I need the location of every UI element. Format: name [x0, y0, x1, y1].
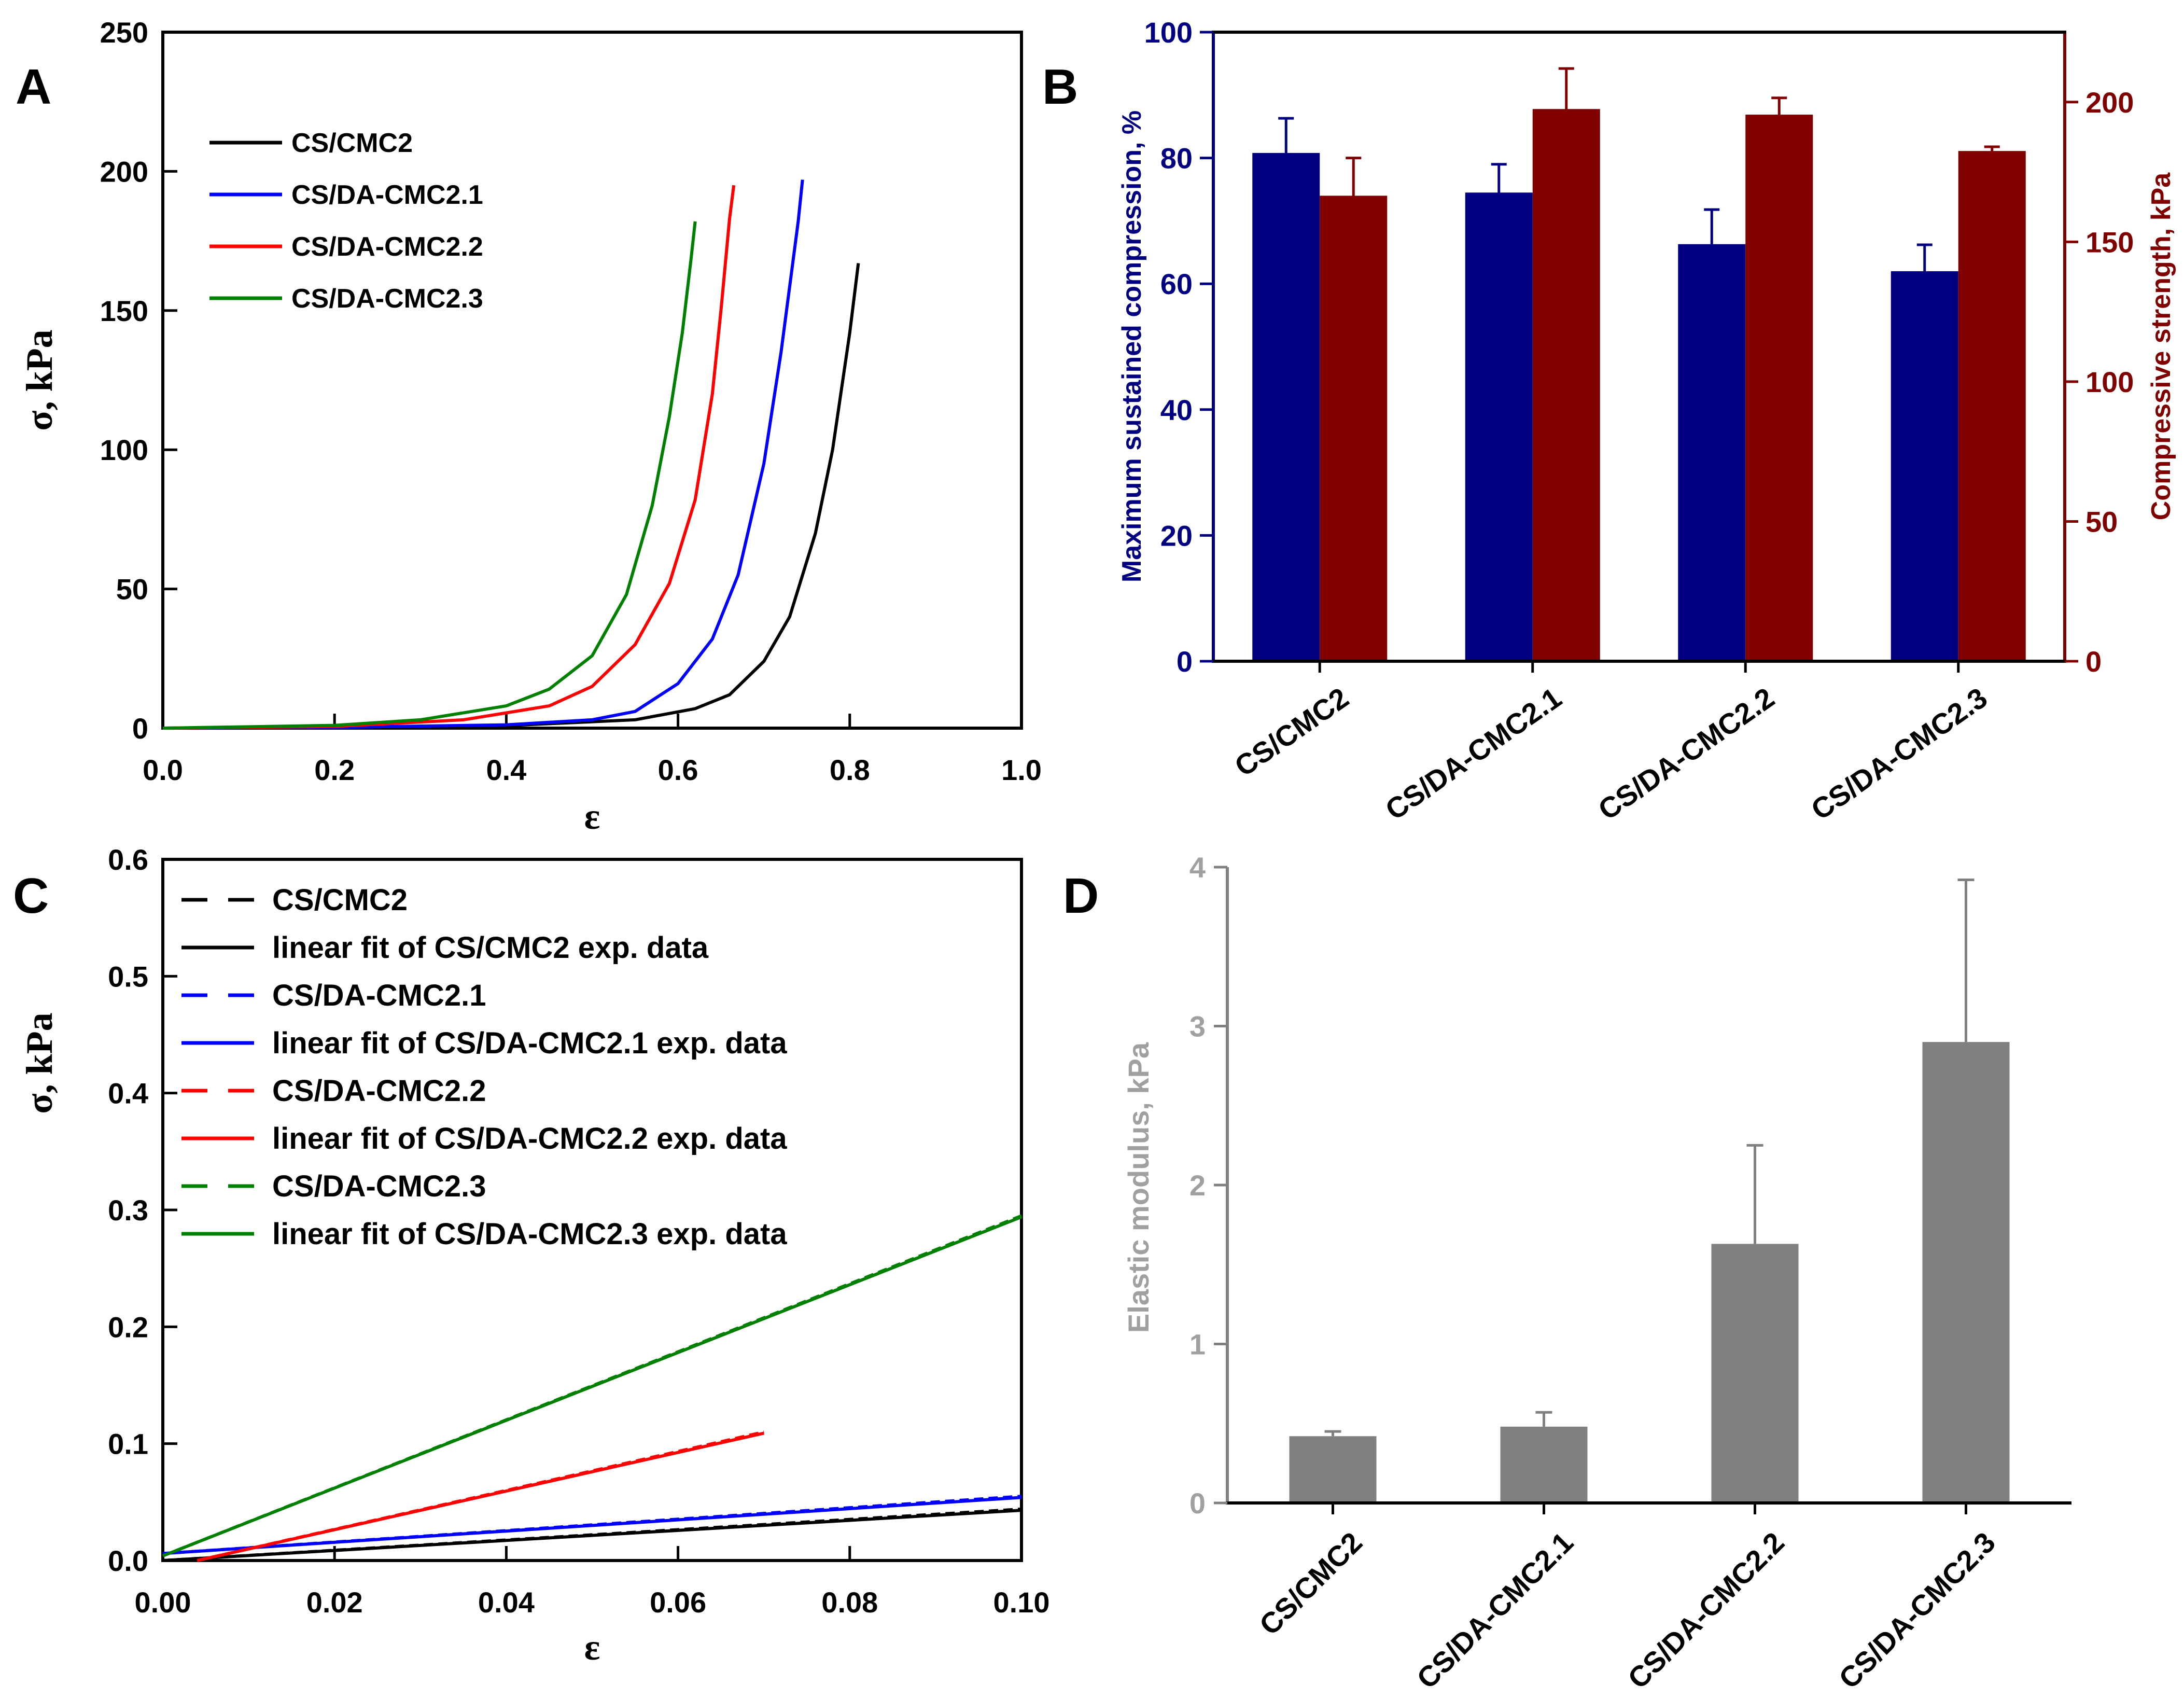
- panel-b-right-tick-label: 50: [2085, 505, 2118, 538]
- panel-a-y-axis-label: σ, kPa: [19, 329, 60, 430]
- panel-b-left-axis-label: Maximum sustained compression, %: [1117, 110, 1147, 582]
- panel-a-y-tick-label: 150: [100, 295, 148, 327]
- panel-d-y-tick-label: 0: [1189, 1487, 1206, 1520]
- panel-a-x-axis-label: ε: [584, 796, 600, 837]
- panel-b-left-tick-label: 0: [1177, 645, 1193, 678]
- panel-a-series-line: [162, 263, 860, 730]
- panel-b-bar: [1678, 244, 1746, 661]
- panel-a-frame: [161, 31, 1023, 730]
- panel-c-legend-label: linear fit of CS/CMC2 exp. data: [272, 931, 709, 965]
- panel-b-x-tick-label: CS/DA-CMC2.3: [1805, 681, 1993, 826]
- panel-b-right-tick-label: 200: [2085, 86, 2134, 119]
- panel-d-x-tick-label: CS/CMC2: [1253, 1526, 1368, 1641]
- panel-d-bar: [1289, 1436, 1377, 1503]
- panel-label-b: B: [1042, 59, 1078, 115]
- panel-b-x-tick-label: CS/DA-CMC2.1: [1379, 681, 1567, 826]
- panel-c-x-tick-label: 0.02: [306, 1586, 363, 1619]
- panel-a-x-tick-label: 0.0: [143, 754, 183, 786]
- panel-a-x-tick-label: 0.6: [658, 754, 698, 786]
- panel-b-left-tick-label: 20: [1160, 519, 1193, 552]
- panel-a-series-line: [162, 185, 736, 730]
- panel-a-line-chart: 0.0 0.2 0.4 0.6 0.8 1.0 0 50 100 150 200 250 CS/CMC…: [19, 16, 1042, 837]
- panel-b-bar: [1745, 115, 1813, 661]
- panel-c-legend-label: CS/DA-CMC2.3: [272, 1169, 486, 1203]
- panel-c-y-axis-label: σ, kPa: [19, 1012, 60, 1113]
- panel-b-left-tick-label: 100: [1144, 16, 1193, 49]
- panel-c-series-line: [162, 1215, 1023, 1557]
- panel-c-y-tick-label: 0.0: [108, 1544, 148, 1577]
- panel-label-a: A: [16, 59, 51, 115]
- panel-c-series-line: [197, 1431, 764, 1562]
- panel-a-x-tick-label: 0.8: [830, 754, 870, 786]
- panel-c-y-tick-label: 0.2: [108, 1311, 148, 1343]
- panel-b-bar: [1465, 192, 1533, 661]
- panel-label-c: C: [13, 868, 49, 924]
- panel-b-x-tick-label: CS/CMC2: [1229, 681, 1355, 783]
- panel-b-bar: [1891, 271, 1958, 661]
- panel-b-right-tick-label: 150: [2085, 226, 2134, 258]
- panel-c-y-tick-label: 0.4: [108, 1077, 148, 1110]
- panel-a-legend-label: CS/DA-CMC2.2: [291, 232, 483, 262]
- panel-d-bar: [1711, 1244, 1799, 1503]
- panel-c-y-tick-label: 0.5: [108, 960, 148, 993]
- panel-d-x-tick-label: CS/DA-CMC2.3: [1832, 1526, 2001, 1695]
- panel-a-x-tick-label: 0.4: [486, 754, 526, 786]
- panel-a-y-tick-label: 100: [100, 434, 148, 466]
- panel-b-bar: [1252, 152, 1320, 661]
- panel-c-series-line: [162, 1509, 1022, 1562]
- panel-b-bar: [1532, 109, 1600, 661]
- panel-c-x-tick-label: 0.04: [478, 1586, 535, 1619]
- panel-b-left-tick-label: 60: [1160, 268, 1193, 300]
- panel-b-x-tick-label: CS/DA-CMC2.2: [1592, 681, 1780, 826]
- panel-c-legend-label: linear fit of CS/DA-CMC2.2 exp. data: [272, 1122, 787, 1155]
- panel-c-y-tick-label: 0.1: [108, 1428, 148, 1460]
- panel-c-x-tick-label: 0.06: [650, 1586, 706, 1619]
- panel-b-right-axis-label: Compressive strength, kPa: [2146, 172, 2176, 521]
- panel-label-d: D: [1063, 868, 1099, 924]
- panel-c-x-tick-label: 0.00: [135, 1586, 191, 1619]
- panel-b-bar: [1958, 151, 2026, 662]
- panel-b-right-tick-label: 0: [2085, 645, 2102, 678]
- panel-c-legend-label: CS/DA-CMC2.2: [272, 1074, 486, 1108]
- panel-d-y-tick-label: 1: [1189, 1328, 1206, 1361]
- panel-c-x-tick-label: 0.10: [993, 1586, 1050, 1619]
- panel-c-legend-label: linear fit of CS/DA-CMC2.3 exp. data: [272, 1217, 787, 1251]
- panel-c-legend-label: CS/CMC2: [272, 883, 408, 917]
- panel-d-bar-chart: 0 1 2 3 4 CS/CMC2 CS/DA-CMC2.1 CS/DA-CMC2.2 CS/D…: [1122, 851, 2071, 1695]
- panel-c-y-tick-label: 0.6: [108, 843, 148, 876]
- panel-c-x-tick-label: 0.08: [821, 1586, 878, 1619]
- panel-a-y-tick-label: 50: [116, 573, 148, 606]
- panel-c-line-chart: 0.00 0.02 0.04 0.06 0.08 0.10 0.0 0.1 0.2 0.3 0.4 0…: [19, 843, 1050, 1668]
- panel-a-y-tick-label: 200: [100, 155, 148, 188]
- panel-d-y-tick-label: 3: [1189, 1010, 1206, 1043]
- panel-d-x-tick-label: CS/DA-CMC2.2: [1621, 1526, 1790, 1695]
- panel-b-bar: [1320, 196, 1388, 661]
- panel-a-x-tick-label: 0.2: [314, 754, 355, 786]
- panel-c-series-line: [162, 1496, 1022, 1555]
- panel-b-left-tick-label: 80: [1160, 142, 1193, 175]
- panel-c-y-tick-label: 0.3: [108, 1194, 148, 1227]
- panel-a-legend-label: CS/DA-CMC2.1: [291, 180, 483, 210]
- panel-d-y-axis-label: Elastic modulus, kPa: [1122, 1042, 1155, 1333]
- panel-b-right-tick-label: 100: [2085, 366, 2134, 398]
- panel-a-legend-label: CS/CMC2: [291, 128, 413, 158]
- panel-d-bar: [1500, 1426, 1588, 1503]
- panel-a-series-line: [162, 179, 804, 730]
- panel-c-x-axis-label: ε: [584, 1626, 600, 1668]
- panel-b-left-tick-label: 40: [1160, 394, 1193, 426]
- panel-c-legend-label: CS/DA-CMC2.1: [272, 979, 486, 1012]
- panel-c-legend-label: linear fit of CS/DA-CMC2.1 exp. data: [272, 1026, 787, 1060]
- panel-a-y-tick-label: 0: [132, 712, 148, 745]
- panel-d-y-tick-label: 4: [1189, 851, 1206, 884]
- panel-d-y-tick-label: 2: [1189, 1169, 1206, 1202]
- panel-a-y-tick-label: 250: [100, 16, 148, 49]
- panel-d-x-tick-label: CS/DA-CMC2.1: [1410, 1526, 1579, 1695]
- panel-a-legend-label: CS/DA-CMC2.3: [291, 284, 483, 314]
- panel-a-series-line: [162, 221, 697, 730]
- panel-a-x-tick-label: 1.0: [1001, 754, 1042, 786]
- panel-d-bar: [1922, 1042, 2010, 1503]
